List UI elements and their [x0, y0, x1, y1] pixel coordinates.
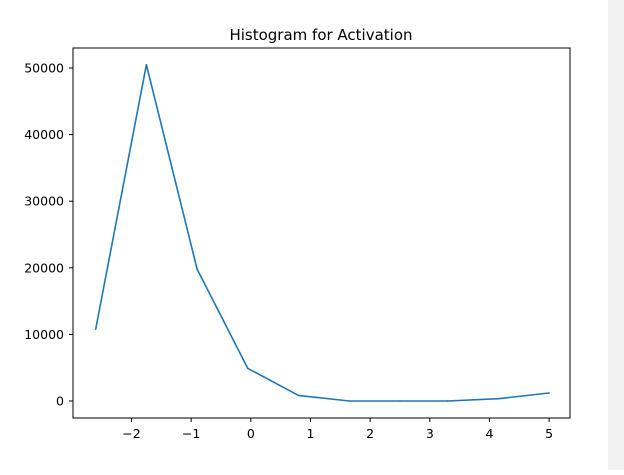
data-point — [399, 400, 401, 402]
series-group — [94, 63, 550, 402]
data-point — [497, 397, 500, 400]
chart-title: Histogram for Activation — [229, 26, 412, 44]
x-tick-label: 5 — [545, 426, 553, 441]
y-tick-label: 40000 — [24, 127, 64, 142]
y-tick-label: 30000 — [24, 194, 64, 209]
data-point — [446, 400, 449, 402]
x-tick-label: −2 — [122, 426, 140, 441]
data-point — [348, 400, 351, 402]
data-point — [196, 268, 198, 270]
y-tick-label: 20000 — [24, 260, 64, 275]
x-tick-label: 2 — [366, 426, 374, 441]
series-line — [94, 63, 550, 402]
line-chart: Histogram for Activation −2 −1 0 1 2 3 4 5 0 100… — [24, 26, 571, 441]
x-tick-label: −1 — [182, 426, 200, 441]
x-tick-label: 4 — [485, 426, 493, 441]
window-edge-strip — [608, 0, 624, 470]
data-point — [297, 394, 300, 397]
data-point — [548, 392, 550, 394]
x-axis: −2 −1 0 1 2 3 4 5 — [122, 418, 553, 441]
x-tick-label: 0 — [247, 426, 255, 441]
y-axis: 0 10000 20000 30000 40000 50000 — [24, 60, 73, 409]
data-point — [145, 63, 148, 66]
x-tick-label: 3 — [426, 426, 434, 441]
y-tick-label: 10000 — [24, 327, 64, 342]
plot-area — [72, 47, 571, 419]
y-tick-label: 50000 — [24, 60, 64, 75]
x-tick-label: 1 — [306, 426, 314, 441]
data-point — [247, 367, 249, 370]
y-tick-label: 0 — [56, 394, 64, 409]
data-point — [94, 328, 97, 330]
